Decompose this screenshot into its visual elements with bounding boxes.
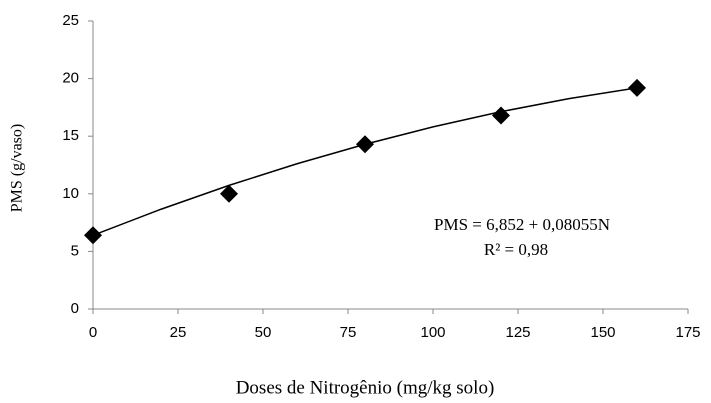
y-tick-label: 25 [62,12,79,29]
marker [628,78,646,97]
y-tick-label: 0 [71,300,79,317]
marker [84,226,102,245]
y-tick-label: 20 [62,70,79,87]
x-tick-label: 25 [170,324,187,341]
x-tick-label: 175 [675,324,700,341]
x-tick-label: 125 [505,324,530,341]
x-tick-label: 150 [590,324,615,341]
equation: PMS = 6,852 + 0,08055N [434,215,610,234]
y-tick-label: 5 [71,242,79,259]
x-axis-title: Doses de Nitrogênio (mg/kg solo) [236,377,495,398]
x-tick-label: 0 [89,324,97,341]
trendline [92,87,638,236]
y-axis-title: PMS (g/vaso) [9,124,26,212]
x-tick-label: 50 [255,324,272,341]
x-tick-label: 75 [340,324,357,341]
marker [220,184,238,203]
y-tick-label: 15 [62,127,79,144]
r-squared: R² = 0,98 [484,240,548,259]
marker [356,135,374,154]
marker [492,106,510,125]
y-tick-label: 10 [62,185,79,202]
x-tick-label: 100 [420,324,445,341]
